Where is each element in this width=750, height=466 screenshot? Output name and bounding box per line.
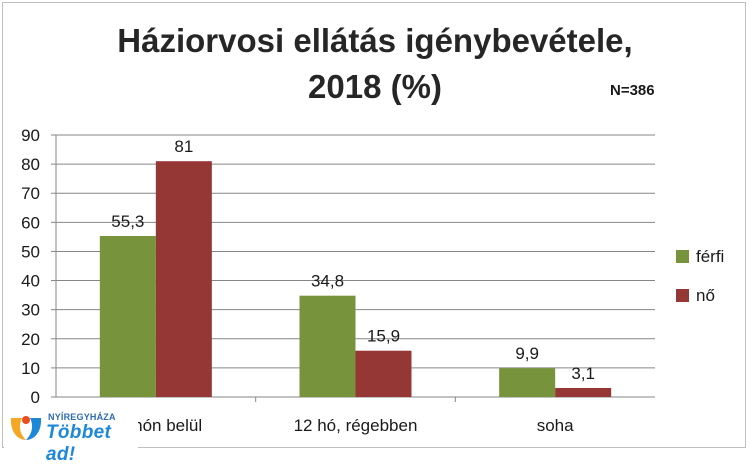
data-label: 15,9 — [367, 327, 400, 346]
y-tick-label: 0 — [31, 388, 40, 407]
bar-ferfi — [99, 236, 156, 397]
legend-swatch — [676, 289, 689, 302]
data-label: 3,1 — [571, 364, 595, 383]
bar-no — [355, 350, 412, 397]
bar-no — [555, 387, 612, 397]
x-category-label: 12 hó, régebben — [294, 416, 418, 435]
bar-no — [155, 161, 212, 397]
chart-title-line-1: Háziorvosi ellátás igénybevétele, — [117, 22, 633, 59]
y-tick-label: 50 — [21, 242, 40, 261]
bar-ferfi — [499, 368, 556, 397]
logo-slogan-text: Többet ad! — [46, 422, 112, 465]
data-label: 34,8 — [311, 272, 344, 291]
y-tick-label: 70 — [21, 184, 40, 203]
y-tick-label: 90 — [21, 126, 40, 145]
legend-swatch — [676, 250, 689, 263]
y-tick-label: 30 — [21, 301, 40, 320]
data-label: 9,9 — [515, 344, 539, 363]
y-tick-label: 10 — [21, 359, 40, 378]
data-label: 81 — [174, 137, 193, 156]
y-tick-label: 40 — [21, 272, 40, 291]
chart-title-line-2: 2018 (%) — [308, 68, 442, 105]
legend-label: nő — [696, 286, 715, 305]
sample-size-label: N=386 — [610, 82, 655, 99]
y-tick-label: 20 — [21, 330, 40, 349]
city-logo: NYÍREGYHÁZA Többet ad! — [4, 408, 138, 465]
x-category-label: soha — [537, 416, 574, 435]
y-tick-label: 60 — [21, 213, 40, 232]
logo-mark-icon — [10, 416, 42, 440]
data-label: 55,3 — [111, 212, 144, 231]
bar-ferfi — [299, 295, 356, 397]
logo-city-text: NYÍREGYHÁZA — [48, 412, 116, 422]
legend-label: férfi — [696, 247, 724, 266]
y-tick-label: 80 — [21, 155, 40, 174]
